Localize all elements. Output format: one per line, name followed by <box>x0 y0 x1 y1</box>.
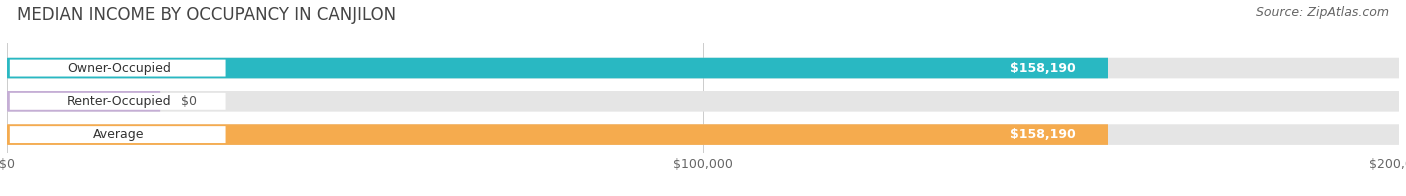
FancyBboxPatch shape <box>983 60 1101 76</box>
FancyBboxPatch shape <box>10 60 225 76</box>
Text: Owner-Occupied: Owner-Occupied <box>67 62 172 74</box>
Text: MEDIAN INCOME BY OCCUPANCY IN CANJILON: MEDIAN INCOME BY OCCUPANCY IN CANJILON <box>17 6 396 24</box>
Text: Renter-Occupied: Renter-Occupied <box>66 95 172 108</box>
FancyBboxPatch shape <box>7 124 1108 145</box>
Text: Source: ZipAtlas.com: Source: ZipAtlas.com <box>1256 6 1389 19</box>
FancyBboxPatch shape <box>7 124 1399 145</box>
FancyBboxPatch shape <box>7 91 1399 112</box>
FancyBboxPatch shape <box>7 91 160 112</box>
FancyBboxPatch shape <box>10 93 225 110</box>
Text: Average: Average <box>93 128 145 141</box>
FancyBboxPatch shape <box>7 58 1108 78</box>
Text: $0: $0 <box>181 95 197 108</box>
Text: $158,190: $158,190 <box>1011 128 1076 141</box>
Text: $158,190: $158,190 <box>1011 62 1076 74</box>
FancyBboxPatch shape <box>10 126 225 143</box>
FancyBboxPatch shape <box>7 58 1399 78</box>
FancyBboxPatch shape <box>983 126 1101 143</box>
